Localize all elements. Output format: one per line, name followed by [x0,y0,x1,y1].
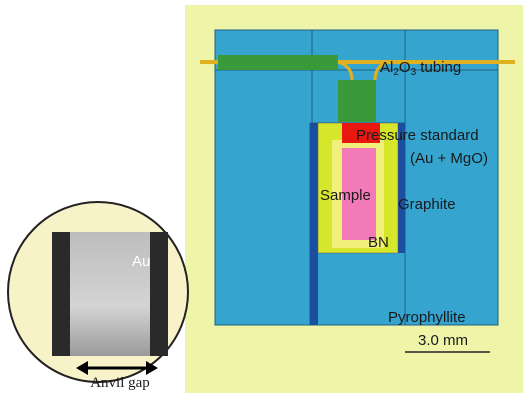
label: Au [132,253,150,270]
label: Anvil gap [90,375,150,391]
label: BN [368,234,389,251]
label: (Au + MgO) [410,150,488,167]
label: Sample [320,187,371,204]
tubing-bar [218,55,338,70]
label: Pyrophyllite [388,309,466,326]
label: Graphite [398,196,456,213]
label: Al2O3 tubing [380,59,461,78]
scale-label: 3.0 mm [418,332,468,349]
plug [338,80,376,122]
heater-left [310,123,318,325]
label: Pressure standard [356,127,479,144]
figure: Al2O3 tubing Pressure standard (Au + MgO… [0,0,525,395]
inset-gold [70,232,150,356]
